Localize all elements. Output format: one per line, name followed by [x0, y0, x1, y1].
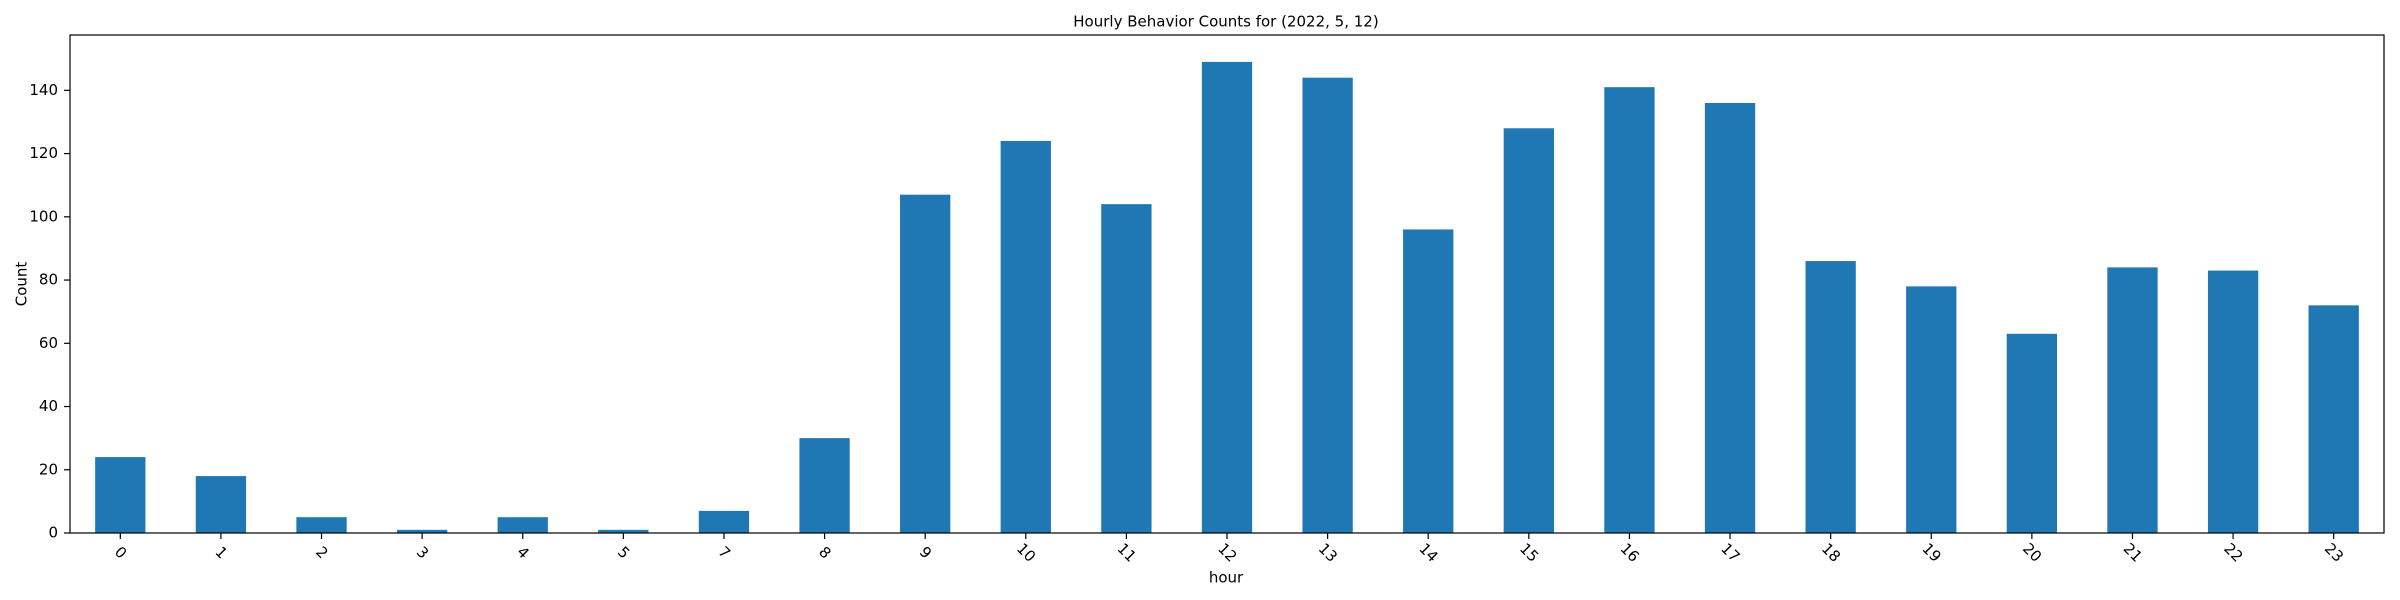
x-tick-label: 18 [1818, 540, 1844, 566]
bar [698, 510, 750, 533]
y-tick-label: 0 [48, 524, 58, 542]
bar [2006, 333, 2058, 533]
bar [598, 529, 649, 533]
bar [1201, 61, 1253, 533]
bar [1906, 286, 1957, 533]
bar [1000, 140, 1051, 533]
bar [2308, 305, 2359, 533]
x-tick-label: 22 [2220, 540, 2246, 566]
y-tick-label: 20 [39, 460, 58, 478]
x-tick-label: 10 [1013, 540, 1039, 566]
bar [799, 438, 850, 533]
bar [1101, 204, 1152, 533]
bar [900, 194, 951, 533]
bar [296, 517, 347, 533]
y-axis-label: Count [13, 262, 31, 307]
x-tick-label: 15 [1516, 540, 1542, 566]
x-tick-label: 9 [916, 543, 935, 562]
plot-frame [69, 34, 2385, 534]
x-tick-label: 20 [2019, 540, 2045, 566]
y-tick-label: 140 [29, 81, 58, 99]
bar [95, 457, 146, 533]
x-tick-label: 3 [413, 543, 432, 562]
x-tick-label: 16 [1617, 540, 1643, 566]
bar [195, 476, 247, 533]
bar [497, 517, 548, 533]
chart-title: Hourly Behavior Counts for (2022, 5, 12) [1073, 13, 1378, 31]
x-tick-label: 23 [2321, 540, 2347, 566]
x-tick-label: 2 [312, 543, 331, 562]
bar [1704, 102, 1756, 533]
x-tick-label: 11 [1114, 540, 1140, 566]
x-tick-label: 7 [715, 543, 734, 562]
y-tick-label: 120 [29, 144, 58, 162]
x-tick-label: 19 [1918, 540, 1944, 566]
x-tick-label: 13 [1315, 540, 1341, 566]
bar [1604, 87, 1655, 534]
x-tick-label: 1 [212, 543, 231, 562]
x-tick-label: 12 [1214, 540, 1240, 566]
x-tick-label: 21 [2120, 540, 2146, 566]
x-axis-label: hour [1209, 569, 1244, 587]
bar [2207, 270, 2259, 533]
bar [396, 529, 448, 533]
bar [1805, 261, 1856, 533]
bar [2107, 267, 2158, 533]
bar [1403, 229, 1454, 533]
x-tick-label: 5 [614, 543, 633, 562]
y-tick-label: 60 [39, 334, 58, 352]
x-tick-label: 14 [1415, 540, 1441, 566]
x-tick-label: 0 [111, 543, 130, 562]
bar [1302, 77, 1353, 533]
y-tick-label: 40 [39, 397, 58, 415]
bar [1503, 128, 1554, 533]
y-tick-label: 80 [39, 271, 58, 289]
y-tick-label: 100 [29, 207, 58, 225]
x-tick-label: 4 [513, 543, 532, 562]
x-tick-label: 8 [815, 543, 834, 562]
x-tick-label: 17 [1717, 540, 1743, 566]
